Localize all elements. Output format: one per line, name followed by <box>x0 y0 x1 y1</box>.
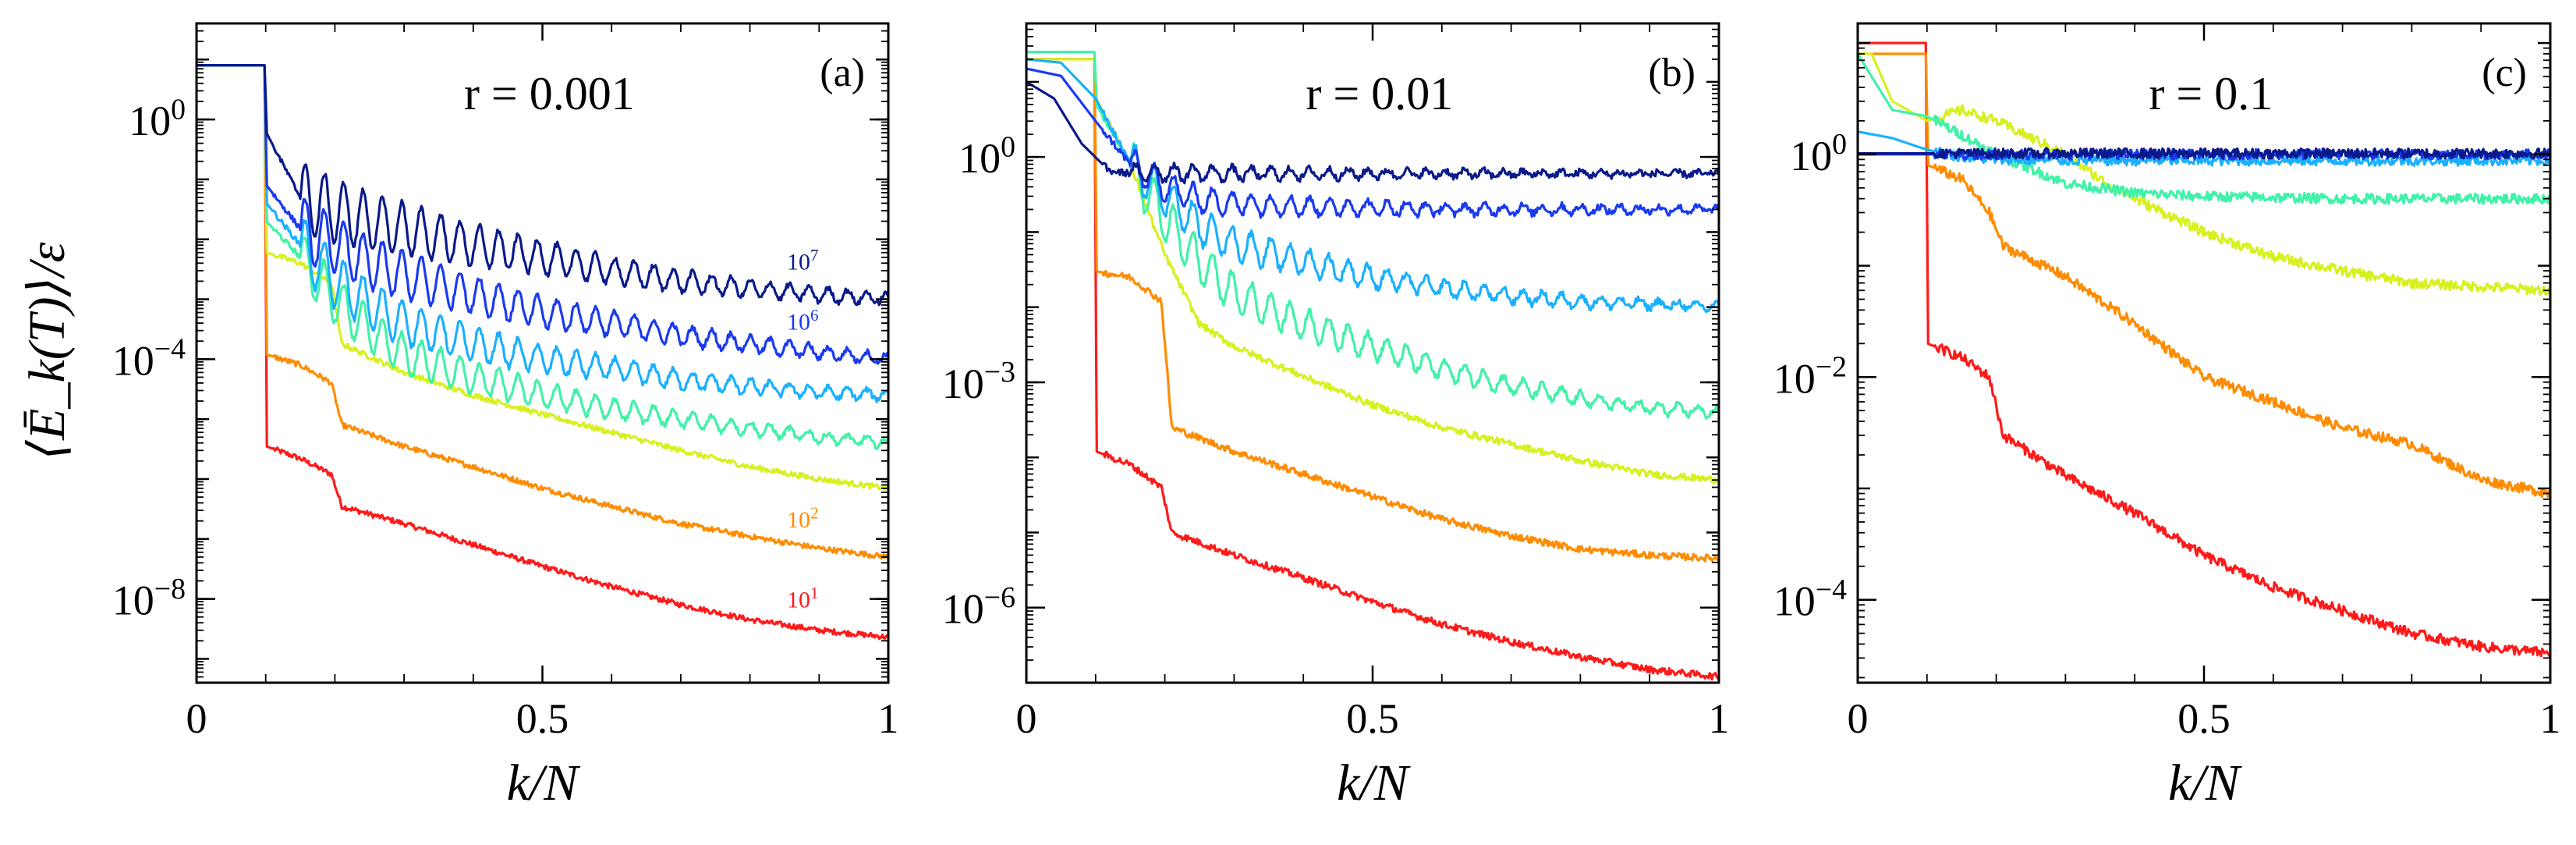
y-tick-label: 10−6 <box>942 581 1015 633</box>
series-line <box>197 64 888 492</box>
plot-frame <box>1025 22 1720 684</box>
series-line <box>197 64 888 403</box>
series-line <box>1026 58 1719 485</box>
series-line <box>197 64 888 641</box>
y-tick-label: 10−8 <box>112 573 186 624</box>
y-tick-label: 10−4 <box>112 333 186 385</box>
x-axis-label: k/N <box>507 754 582 811</box>
x-tick-label: 0.5 <box>2177 695 2231 742</box>
x-tick-label: 0 <box>1016 695 1037 742</box>
panel-label: (c) <box>2482 51 2527 95</box>
series-line <box>197 64 888 560</box>
x-tick-label: 0 <box>1848 695 1869 742</box>
series-line <box>1858 53 2550 205</box>
parameter-annotation: r = 0.001 <box>464 68 635 119</box>
x-tick-label: 0.5 <box>516 695 569 742</box>
series-line <box>1858 52 2550 499</box>
x-tick-label: 1 <box>878 695 899 742</box>
y-tick-label: 100 <box>129 93 186 144</box>
y-axis-label: ⟨Ē_k(T)⟩/ε <box>19 242 76 460</box>
panel-label: (b) <box>1648 51 1695 95</box>
y-tick-label: 10−4 <box>1773 573 1847 625</box>
panel-a: 101 102 106 107 0 0.5 1 100 10−4 10−8 k/N (a) r = 0.… <box>112 22 899 811</box>
y-tick-label: 100 <box>1790 128 1847 179</box>
y-tick-label: 10−2 <box>1773 350 1847 402</box>
y-tick-label: 100 <box>958 130 1015 182</box>
series-label: 106 <box>787 306 819 336</box>
series-line <box>197 64 888 451</box>
x-tick-label: 0 <box>186 695 207 742</box>
x-tick-label: 0.5 <box>1346 695 1399 742</box>
panel-label: (a) <box>820 51 865 95</box>
series-line <box>1026 58 1719 563</box>
series-label: 102 <box>787 503 819 533</box>
series-line <box>197 64 888 365</box>
panel-c: 0 0.5 1 100 10−2 10−4 k/N (c) r = 0.1 <box>1773 22 2561 811</box>
panel-b: 0 0.5 1 100 10−3 10−6 k/N (b) r = 0.01 <box>942 22 1730 811</box>
series-line <box>1026 80 1719 185</box>
parameter-annotation: r = 0.01 <box>1306 68 1453 119</box>
y-tick-label: 10−3 <box>942 356 1015 407</box>
parameter-annotation: r = 0.1 <box>2149 68 2273 119</box>
x-axis-label: k/N <box>1337 754 1412 811</box>
x-tick-label: 1 <box>2540 695 2561 742</box>
series-line <box>1858 147 2550 160</box>
x-axis-label: k/N <box>2168 754 2243 811</box>
series-line <box>1858 41 2550 659</box>
x-tick-label: 1 <box>1709 695 1730 742</box>
series-line <box>197 64 888 307</box>
series-label: 101 <box>787 584 819 613</box>
series-line <box>1026 58 1719 681</box>
series-line <box>1858 52 2550 296</box>
series-label: 107 <box>787 246 819 275</box>
